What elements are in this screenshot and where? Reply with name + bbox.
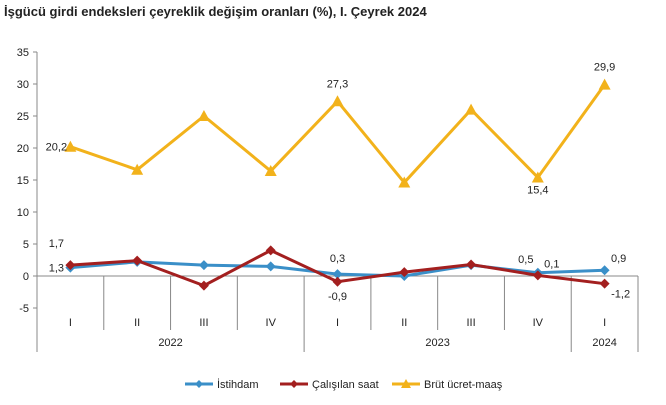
data-point <box>331 95 344 107</box>
data-point <box>399 267 410 278</box>
y-tick-label: 10 <box>17 207 29 219</box>
x-tick-label: IV <box>533 317 544 329</box>
data-point <box>332 276 343 287</box>
y-tick-label: 35 <box>17 47 29 59</box>
data-label: -0,9 <box>328 291 347 303</box>
data-point <box>598 78 611 90</box>
legend-label: Çalışılan saat <box>312 379 379 391</box>
data-label: 27,3 <box>327 78 348 90</box>
data-point <box>265 245 276 256</box>
data-point <box>466 259 477 270</box>
y-tick-label: 0 <box>23 271 29 283</box>
chart-title: İşgücü girdi endeksleri çeyreklik değişi… <box>4 4 427 19</box>
data-point <box>198 260 209 271</box>
data-label: 29,9 <box>594 62 615 74</box>
x-tick-label: II <box>401 317 407 329</box>
legend-marker <box>290 380 298 388</box>
data-point <box>465 103 478 115</box>
legend-marker <box>401 379 411 388</box>
legend-label: Brüt ücret-maaş <box>424 379 503 391</box>
data-label: 15,4 <box>527 184 548 196</box>
y-tick-label: -5 <box>19 303 29 315</box>
y-tick-label: 5 <box>23 239 29 251</box>
data-point <box>197 110 210 121</box>
x-tick-label: III <box>199 317 208 329</box>
legend-label: İstihdam <box>217 378 259 391</box>
data-point <box>265 261 276 272</box>
x-tick-label: IV <box>266 317 277 329</box>
legend-marker <box>195 380 203 388</box>
data-point <box>132 255 143 266</box>
data-label: 0,5 <box>518 254 533 266</box>
data-point <box>599 265 610 276</box>
x-tick-label: III <box>466 317 475 329</box>
x-tick-label: I <box>69 317 72 329</box>
data-point <box>532 270 543 281</box>
year-label: 2023 <box>425 337 449 349</box>
data-label: 1,3 <box>49 263 64 275</box>
data-point <box>65 260 76 271</box>
data-label: 20,2 <box>46 142 67 154</box>
x-tick-label: I <box>336 317 339 329</box>
data-label: -1,2 <box>611 289 630 301</box>
y-tick-label: 15 <box>17 175 29 187</box>
y-tick-label: 20 <box>17 143 29 155</box>
year-label: 2022 <box>158 337 182 349</box>
data-point <box>264 165 277 177</box>
x-tick-label: II <box>134 317 140 329</box>
data-label: 0,3 <box>330 253 345 265</box>
data-point <box>531 171 544 183</box>
data-point <box>398 176 411 188</box>
y-tick-label: 25 <box>17 111 29 123</box>
data-point <box>332 269 343 280</box>
y-tick-label: 30 <box>17 79 29 91</box>
data-label: 1,7 <box>49 238 64 250</box>
data-point <box>131 163 144 175</box>
data-label: 0,1 <box>544 258 559 270</box>
data-label: 0,9 <box>611 253 626 265</box>
data-point <box>599 278 610 289</box>
data-point <box>198 280 209 291</box>
data-point <box>64 140 77 152</box>
year-label: 2024 <box>592 337 616 349</box>
x-tick-label: I <box>603 317 606 329</box>
